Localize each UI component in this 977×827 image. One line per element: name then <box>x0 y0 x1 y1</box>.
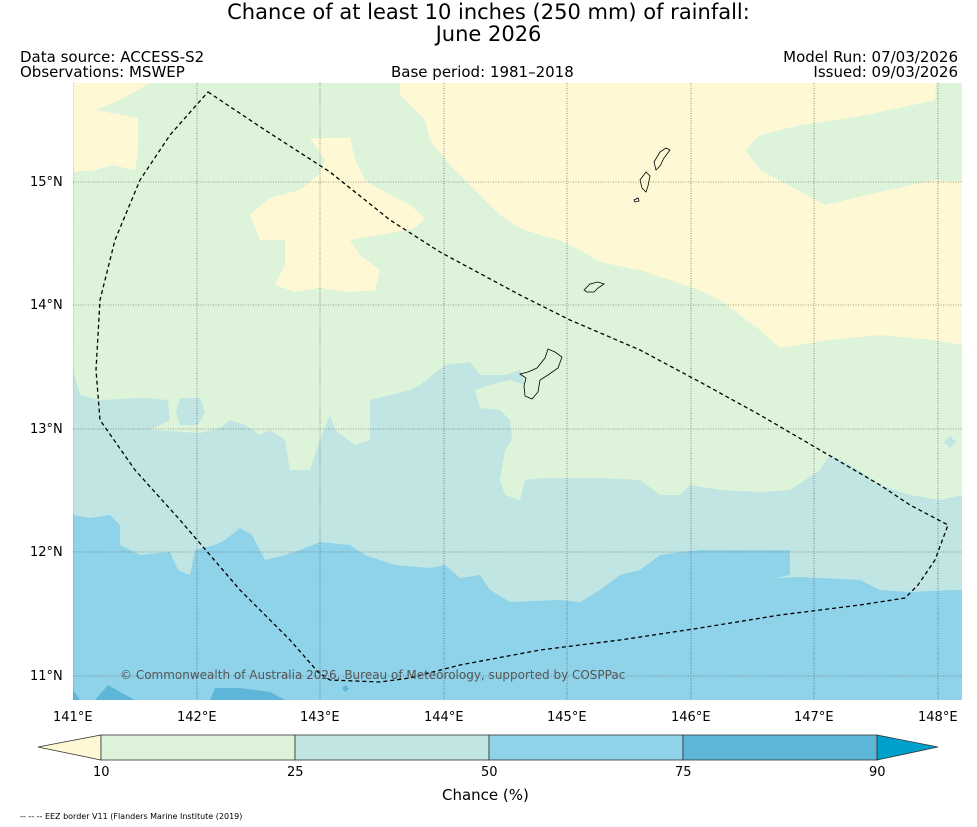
data-source-label: Data source: ACCESS-S2 <box>20 48 205 66</box>
island-guam <box>519 348 563 400</box>
issued-label: Issued: 09/03/2026 <box>813 63 958 81</box>
colorbar-segment-25-50 <box>294 734 490 761</box>
colorbar <box>37 734 939 761</box>
eez-border <box>95 91 949 683</box>
island-saipan <box>653 147 671 171</box>
islands <box>519 147 671 400</box>
lon-tick-144: 144°E <box>424 710 464 725</box>
eez-legend: -- -- -- EEZ border V11 (Flanders Marine… <box>20 812 243 821</box>
lon-tick-142: 142°E <box>177 710 217 725</box>
zone-below-10-northwest <box>73 83 150 172</box>
zone-75-90-speck <box>342 685 349 692</box>
zone-75-90-central <box>210 688 285 700</box>
island-tinian <box>639 171 651 193</box>
zone-75-90-west <box>73 685 135 700</box>
colorbar-segment-50-75 <box>488 734 684 761</box>
map-title-line2: June 2026 <box>435 22 542 46</box>
lat-tick-13n: 13°N <box>30 422 63 437</box>
colorbar-label-75: 75 <box>675 765 692 780</box>
colorbar-segment-above-90 <box>876 734 939 761</box>
colorbar-segment-75-90 <box>682 734 878 761</box>
colorbar-label-50: 50 <box>481 765 498 780</box>
colorbar-label-10: 10 <box>93 765 110 780</box>
lat-tick-11n: 11°N <box>30 669 63 684</box>
zone-25-50-islet <box>176 398 205 425</box>
zone-below-10-north <box>400 83 962 348</box>
lon-tick-141: 141°E <box>53 710 93 725</box>
lon-tick-143: 143°E <box>300 710 340 725</box>
colorbar-label-90: 90 <box>869 765 886 780</box>
observations-label: Observations: MSWEP <box>20 63 185 81</box>
lat-tick-14n: 14°N <box>30 298 63 313</box>
zone-below-10-central <box>250 138 425 292</box>
lat-tick-12n: 12°N <box>30 545 63 560</box>
copyright-notice: © Commonwealth of Australia 2026, Bureau… <box>120 668 626 682</box>
colorbar-segment-below-10 <box>37 734 102 761</box>
lon-tick-147: 147°E <box>794 710 834 725</box>
model-run-label: Model Run: 07/03/2026 <box>783 48 958 66</box>
lon-tick-146: 146°E <box>671 710 711 725</box>
zone-25-50-east-speck <box>944 436 956 448</box>
colorbar-segment-10-25 <box>100 734 296 761</box>
lon-tick-148: 148°E <box>918 710 958 725</box>
island-aguijan <box>633 197 640 203</box>
colorbar-label-25: 25 <box>287 765 304 780</box>
island-rota <box>583 281 605 293</box>
colorbar-title: Chance (%) <box>442 786 529 804</box>
graticule <box>73 83 962 700</box>
map-title-line1: Chance of at least 10 inches (250 mm) of… <box>227 0 750 24</box>
base-period-label: Base period: 1981–2018 <box>391 63 574 81</box>
lon-tick-145: 145°E <box>547 710 587 725</box>
lat-tick-15n: 15°N <box>30 175 63 190</box>
zone-50-75 <box>73 515 962 700</box>
